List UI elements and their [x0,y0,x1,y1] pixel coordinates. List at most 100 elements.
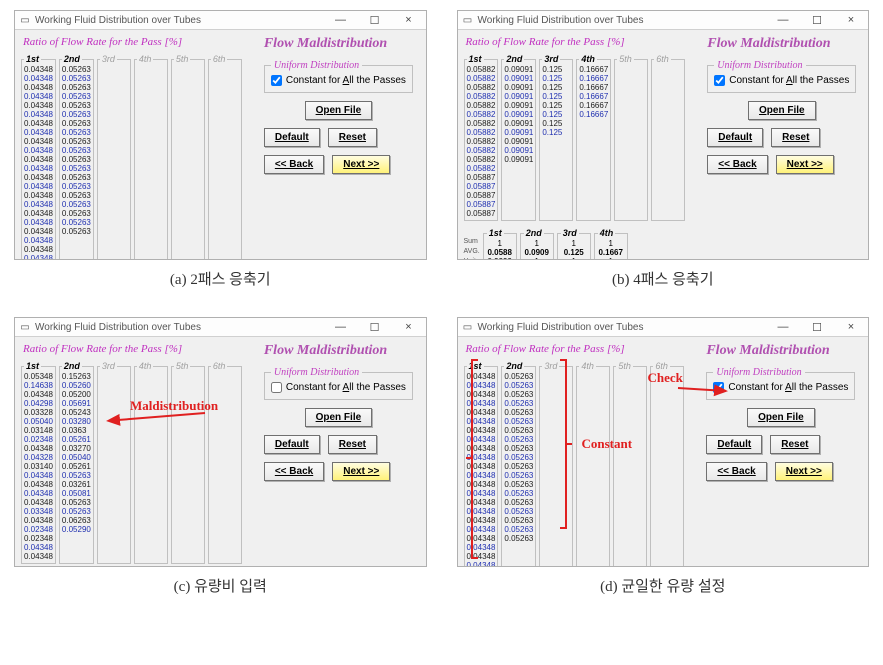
value-cell[interactable]: 0.15263 [62,372,91,381]
value-cell[interactable]: 0.125 [542,92,570,101]
maximize-button[interactable]: ☐ [362,318,388,336]
value-cell[interactable]: 0.125 [542,74,570,83]
minimize-button[interactable]: — [770,318,796,336]
value-cell[interactable]: 0.05887 [467,182,496,191]
value-cell[interactable]: 0.09091 [504,146,533,155]
open-file-button[interactable]: Open File [747,408,815,427]
value-cell[interactable]: 0.04348 [24,227,53,236]
value-cell[interactable]: 0.05348 [24,372,53,381]
close-button[interactable]: × [396,318,422,336]
value-cell[interactable]: 0.05882 [467,110,496,119]
value-cell[interactable]: 0.06263 [62,516,91,525]
value-cell[interactable]: 0.05263 [504,444,533,453]
value-cell[interactable]: 0.04348 [467,543,496,552]
value-cell[interactable]: 0.04348 [24,182,53,191]
minimize-button[interactable]: — [328,318,354,336]
value-cell[interactable]: 0.16667 [579,110,608,119]
back-button[interactable]: << Back [264,155,324,174]
maximize-button[interactable]: ☐ [804,11,830,29]
value-cell[interactable]: 0.05887 [467,209,496,218]
value-cell[interactable]: 0.05882 [467,65,496,74]
value-cell[interactable]: 0.05263 [62,173,91,182]
value-cell[interactable]: 0.05882 [467,155,496,164]
value-cell[interactable]: 0.04348 [24,110,53,119]
value-cell[interactable]: 0.03270 [62,444,91,453]
value-cell[interactable]: 0.05263 [504,390,533,399]
value-cell[interactable]: 0.04348 [467,552,496,561]
value-cell[interactable]: 0.05887 [467,200,496,209]
value-cell[interactable]: 0.04348 [24,83,53,92]
default-button[interactable]: Default [264,435,320,454]
value-cell[interactable]: 0.04348 [24,128,53,137]
value-cell[interactable]: 0.04348 [24,137,53,146]
value-cell[interactable]: 0.09091 [504,92,533,101]
value-cell[interactable]: 0.04348 [467,381,496,390]
back-button[interactable]: << Back [707,155,767,174]
constant-checkbox[interactable] [271,382,282,393]
value-cell[interactable]: 0.05882 [467,128,496,137]
open-file-button[interactable]: Open File [305,101,373,120]
value-cell[interactable]: 0.04348 [24,65,53,74]
value-cell[interactable]: 0.05263 [62,182,91,191]
value-cell[interactable]: 0.04348 [467,516,496,525]
value-cell[interactable]: 0.05261 [62,435,91,444]
value-cell[interactable]: 0.05260 [62,381,91,390]
value-cell[interactable]: 0.05263 [62,218,91,227]
value-cell[interactable]: 0.05263 [504,381,533,390]
value-cell[interactable]: 0.05263 [504,408,533,417]
value-cell[interactable]: 0.04348 [467,489,496,498]
value-cell[interactable]: 0.05882 [467,137,496,146]
value-cell[interactable]: 0.05263 [62,74,91,83]
value-cell[interactable]: 0.05887 [467,173,496,182]
reset-button[interactable]: Reset [328,128,377,147]
value-cell[interactable]: 0.05263 [62,498,91,507]
value-cell[interactable]: 0.05263 [504,435,533,444]
value-cell[interactable]: 0.04348 [24,254,53,260]
value-cell[interactable]: 0.05691 [62,399,91,408]
value-cell[interactable]: 0.05882 [467,74,496,83]
value-cell[interactable]: 0.125 [542,101,570,110]
value-cell[interactable]: 0.04348 [24,119,53,128]
value-cell[interactable]: 0.04348 [467,498,496,507]
value-cell[interactable]: 0.04348 [467,525,496,534]
value-cell[interactable]: 0.05263 [504,507,533,516]
default-button[interactable]: Default [264,128,320,147]
value-cell[interactable]: 0.05882 [467,92,496,101]
value-cell[interactable]: 0.04348 [24,164,53,173]
back-button[interactable]: << Back [706,462,766,481]
value-cell[interactable]: 0.04328 [24,453,53,462]
value-cell[interactable]: 0.05290 [62,525,91,534]
value-cell[interactable]: 0.04348 [24,218,53,227]
value-cell[interactable]: 0.125 [542,83,570,92]
value-cell[interactable]: 0.05263 [62,209,91,218]
value-cell[interactable]: 0.125 [542,119,570,128]
value-cell[interactable]: 0.04348 [24,543,53,552]
value-cell[interactable]: 0.05263 [62,164,91,173]
value-cell[interactable]: 0.09091 [504,101,533,110]
value-cell[interactable]: 0.05263 [504,399,533,408]
value-cell[interactable]: 0.05263 [504,426,533,435]
value-cell[interactable]: 0.05263 [504,462,533,471]
value-cell[interactable]: 0.02348 [24,435,53,444]
value-cell[interactable]: 0.05263 [62,471,91,480]
value-cell[interactable]: 0.05263 [62,128,91,137]
value-cell[interactable]: 0.04348 [24,245,53,254]
value-cell[interactable]: 0.04348 [24,390,53,399]
next-button[interactable]: Next >> [332,155,390,174]
value-cell[interactable]: 0.02348 [24,525,53,534]
open-file-button[interactable]: Open File [305,408,373,427]
value-cell[interactable]: 0.04348 [24,489,53,498]
value-cell[interactable]: 0.125 [542,110,570,119]
next-button[interactable]: Next >> [775,462,833,481]
value-cell[interactable]: 0.04348 [467,453,496,462]
value-cell[interactable]: 0.09091 [504,110,533,119]
default-button[interactable]: Default [706,435,762,454]
value-cell[interactable]: 0.05263 [504,525,533,534]
value-cell[interactable]: 0.09091 [504,155,533,164]
maximize-button[interactable]: ☐ [804,318,830,336]
close-button[interactable]: × [396,11,422,29]
close-button[interactable]: × [838,11,864,29]
value-cell[interactable]: 0.05263 [62,227,91,236]
minimize-button[interactable]: — [770,11,796,29]
value-cell[interactable]: 0.05263 [62,507,91,516]
